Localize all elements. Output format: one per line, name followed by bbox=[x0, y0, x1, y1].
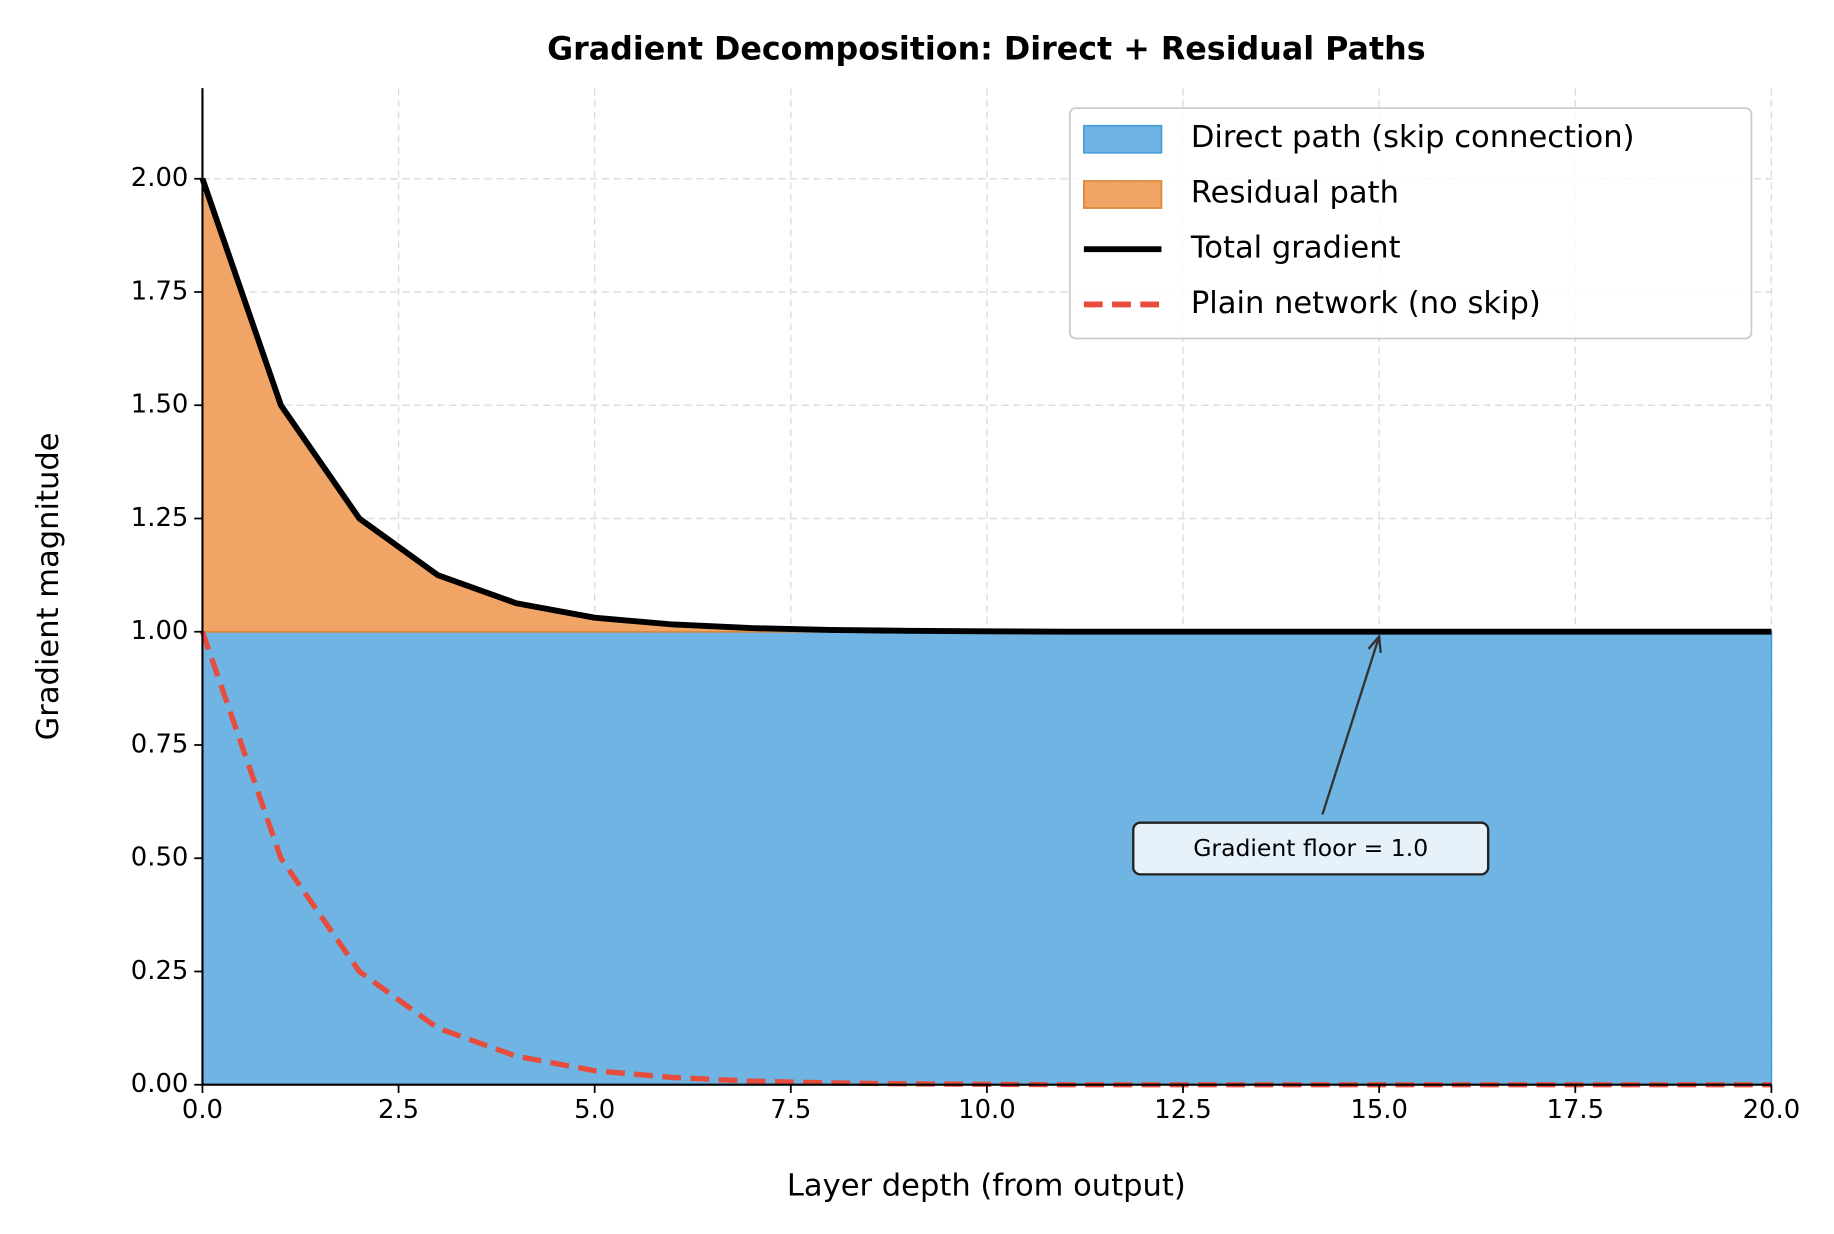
y-tick-label: 1.25 bbox=[131, 503, 189, 533]
y-tick-label: 1.50 bbox=[131, 390, 189, 420]
x-tick-label: 0.0 bbox=[182, 1095, 223, 1125]
x-axis-label: Layer depth (from output) bbox=[787, 1168, 1186, 1203]
legend-label: Total gradient bbox=[1190, 231, 1401, 266]
x-tick-label: 20.0 bbox=[1743, 1095, 1801, 1125]
area bbox=[201, 630, 1773, 1086]
x-tick-label: 7.5 bbox=[770, 1095, 811, 1125]
x-tick-label: 2.5 bbox=[378, 1095, 419, 1125]
chart-title: Gradient Decomposition: Direct + Residua… bbox=[547, 32, 1426, 68]
annotation-arrowhead bbox=[1367, 633, 1382, 653]
annotation-box bbox=[1132, 821, 1490, 876]
y-axis-label: Gradient magnitude bbox=[31, 432, 66, 740]
legend: Direct path (skip connection) Residual pa… bbox=[1068, 107, 1753, 340]
annotation-arrow bbox=[1321, 636, 1381, 815]
annotation-text: Gradient floor = 1.0 bbox=[1193, 834, 1428, 862]
x-tick-label: 15.0 bbox=[1350, 1095, 1408, 1125]
y-tick-label: 0.50 bbox=[131, 843, 189, 873]
line bbox=[199, 177, 1772, 635]
y-tick-label: 2.00 bbox=[131, 163, 189, 193]
legend-swatch bbox=[1083, 180, 1163, 209]
y-tick-label: 0.25 bbox=[131, 956, 189, 986]
legend-box bbox=[1068, 107, 1753, 340]
y-tick-label: 0.75 bbox=[131, 729, 189, 759]
legend-swatch bbox=[1083, 124, 1163, 154]
x-tick-label: 10.0 bbox=[958, 1095, 1016, 1125]
y-tick-label: 1.00 bbox=[131, 616, 189, 646]
x-tick-label: 12.5 bbox=[1154, 1095, 1212, 1125]
y-tick-label: 0.00 bbox=[131, 1069, 189, 1099]
legend-label: Direct path (skip connection) bbox=[1191, 120, 1635, 155]
axes: 0.0 2.5 5.0 7.5 10.0 12.5 15.0 17.5 20.0 0.00 0.25… bbox=[131, 88, 1800, 1125]
x-tick-label: 5.0 bbox=[574, 1095, 615, 1125]
legend-label: Residual path bbox=[1191, 175, 1399, 210]
legend-label: Plain network (no skip) bbox=[1191, 286, 1541, 321]
y-tick-label: 1.75 bbox=[131, 276, 189, 306]
x-tick-label: 17.5 bbox=[1547, 1095, 1605, 1125]
